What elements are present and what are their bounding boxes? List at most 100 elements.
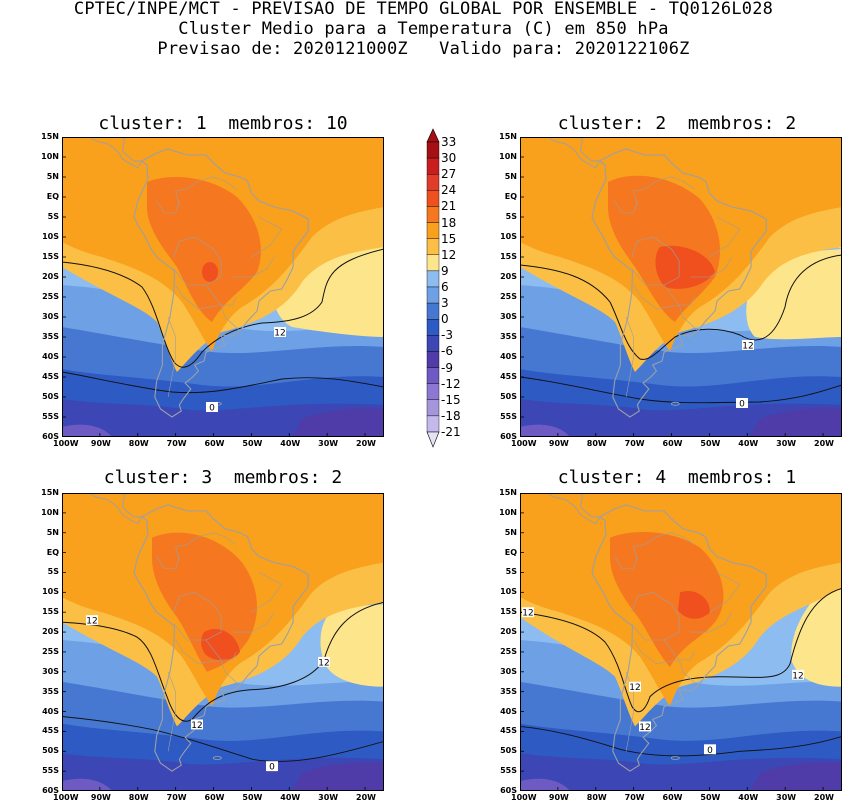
lat-tick-label: 30S <box>500 666 517 676</box>
colorbar-bin <box>426 174 440 191</box>
lat-tick-label: 30S <box>42 666 59 676</box>
colorbar-label: 24 <box>441 183 457 198</box>
lat-tick-label: 40S <box>42 706 59 716</box>
lon-tick-label: 20W <box>356 439 377 448</box>
lon-tick-label: 100W <box>511 793 537 802</box>
colorbar-bottom-arrow <box>426 431 440 448</box>
colorbar-label: -15 <box>441 392 461 407</box>
lat-tick-label: 30S <box>500 312 517 321</box>
lat-tick-label: 40S <box>500 706 517 716</box>
colorbar-label: 30 <box>441 151 457 166</box>
lat-tick-label: 15S <box>42 607 59 617</box>
panel-1-map: 12 0 <box>60 110 385 438</box>
svg-text:12: 12 <box>639 723 650 733</box>
main-title-line1: CPTEC/INPE/MCT - PREVISAO DE TEMPO GLOBA… <box>73 0 774 19</box>
lat-tick-label: 10N <box>41 507 59 517</box>
lat-tick-label: 25S <box>42 292 59 301</box>
colorbar-bin <box>426 157 440 175</box>
lon-tick-label: 90W <box>548 793 569 802</box>
colorbar-label: -12 <box>441 376 461 391</box>
lat-tick-label: 50S <box>42 392 59 401</box>
main-title-line3: Previsao de: 2020121000Z Valido para: 20… <box>157 39 690 59</box>
lon-tick-label: 70W <box>166 793 187 802</box>
colorbar-bin <box>426 206 440 223</box>
lon-tick-label: 40W <box>738 439 759 448</box>
lon-tick-label: 30W <box>318 793 339 802</box>
colorbar-label: 3 <box>441 296 449 311</box>
lon-tick-label: 80W <box>586 793 607 802</box>
lat-tick-label: 35S <box>500 686 517 696</box>
lat-tick-label: 5S <box>505 567 517 577</box>
colorbar-bin <box>426 238 440 255</box>
lat-tick-label: 60S <box>500 786 517 795</box>
colorbar-bin <box>426 141 440 159</box>
lon-tick-label: 90W <box>90 793 111 802</box>
lon-tick-label: 90W <box>548 439 569 448</box>
lon-tick-label: 20W <box>356 793 377 802</box>
lon-tick-label: 80W <box>586 439 607 448</box>
lat-tick-label: 60S <box>42 786 59 795</box>
lat-tick-label: 20S <box>500 272 517 281</box>
lat-tick-label: 5S <box>47 212 59 221</box>
lat-tick-label: EQ <box>46 192 59 201</box>
lat-tick-label: 10N <box>41 152 59 161</box>
colorbar-label: -9 <box>441 360 453 375</box>
lat-tick-label: 10S <box>42 232 59 241</box>
lon-tick-label: 50W <box>242 793 263 802</box>
lon-tick-label: 60W <box>662 439 683 448</box>
colorbar-bin <box>426 351 440 368</box>
lat-tick-label: 15N <box>499 132 517 141</box>
colorbar-bin <box>426 254 440 272</box>
svg-text:12: 12 <box>629 683 640 693</box>
svg-text:12: 12 <box>191 721 202 731</box>
lon-tick-label: 20W <box>814 439 835 448</box>
panel-4-map: 12 12 12 12 0 <box>518 466 843 792</box>
colorbar-bin <box>426 399 440 417</box>
lat-tick-label: 10S <box>42 587 59 597</box>
lon-tick-label: 60W <box>204 793 225 802</box>
lon-tick-label: 50W <box>700 793 721 802</box>
lat-tick-label: 25S <box>500 292 517 301</box>
lat-tick-label: 15N <box>499 488 517 497</box>
lon-tick-label: 90W <box>90 439 111 448</box>
lat-tick-label: 60S <box>500 432 517 441</box>
lat-tick-label: 15N <box>41 488 59 497</box>
lat-tick-label: 55S <box>42 766 59 776</box>
panel-3-title: cluster: 3 membros: 2 <box>103 467 343 488</box>
lat-tick-label: 10S <box>500 232 517 241</box>
lat-tick-label: 50S <box>500 746 517 756</box>
lat-tick-label: 45S <box>42 726 59 736</box>
lon-tick-label: 80W <box>128 439 149 448</box>
lat-tick-label: 5S <box>47 567 59 577</box>
lat-tick-label: 45S <box>500 372 517 381</box>
lat-tick-label: 50S <box>500 392 517 401</box>
lon-tick-label: 100W <box>53 439 79 448</box>
colorbar-label: 6 <box>441 280 449 294</box>
colorbar-label: 12 <box>441 247 457 262</box>
colorbar-label: -6 <box>441 344 453 359</box>
lat-tick-label: 45S <box>500 726 517 736</box>
colorbar-label: 18 <box>441 215 457 230</box>
svg-text:12: 12 <box>274 329 285 339</box>
colorbar-bin <box>426 190 440 207</box>
lat-tick-label: EQ <box>504 547 517 557</box>
lat-tick-label: 55S <box>500 412 517 421</box>
colorbar-bin <box>426 383 440 400</box>
lat-tick-label: 5N <box>46 527 59 537</box>
lat-tick-label: 5N <box>504 172 517 181</box>
lon-tick-label: 50W <box>700 439 721 448</box>
colorbar-bin <box>426 222 440 239</box>
colorbar-label: -21 <box>441 425 461 439</box>
lon-tick-label: 100W <box>511 439 537 448</box>
panel-2-map: 12 0 <box>518 110 843 438</box>
colorbar-label: -18 <box>441 408 461 423</box>
colorbar-label: 0 <box>441 312 449 327</box>
lat-tick-label: 45S <box>42 372 59 381</box>
lat-tick-label: EQ <box>46 547 59 557</box>
lon-tick-label: 30W <box>776 439 797 448</box>
colorbar-label: 27 <box>441 167 457 182</box>
svg-text:12: 12 <box>318 658 329 668</box>
lon-tick-label: 40W <box>738 793 759 802</box>
lat-tick-label: 30S <box>42 312 59 321</box>
panel-3-map: 12 12 12 0 <box>60 466 385 792</box>
